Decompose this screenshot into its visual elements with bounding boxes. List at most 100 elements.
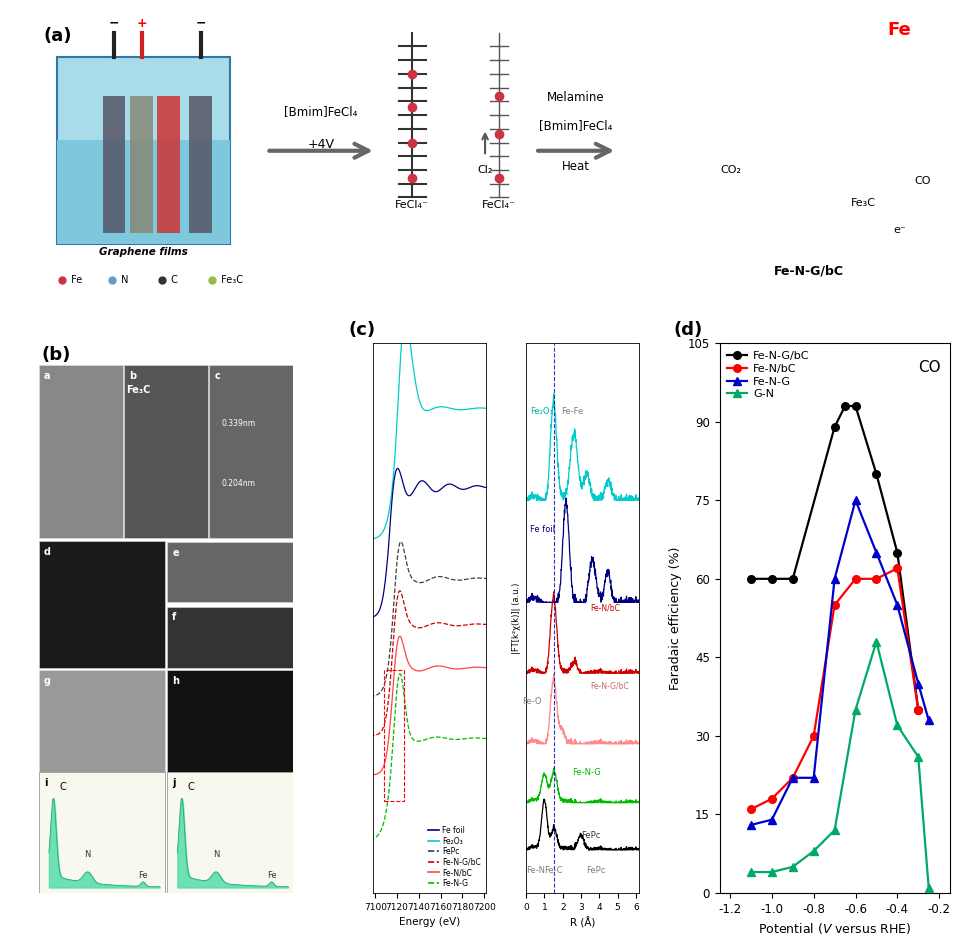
Text: f: f	[172, 612, 176, 622]
Fe-N-G	[387, 750, 398, 761]
G-N	[850, 704, 861, 715]
X-axis label: Potential ($V$ versus RHE): Potential ($V$ versus RHE)	[758, 921, 912, 936]
Text: [Bmim]FeCl₄: [Bmim]FeCl₄	[540, 118, 612, 132]
Fe-N-G	[913, 678, 924, 689]
Text: FeCl₄⁻: FeCl₄⁻	[482, 200, 516, 211]
Fe-N-G	[870, 547, 882, 558]
Text: Fe₂O₃: Fe₂O₃	[530, 407, 552, 415]
Line: G-N: G-N	[747, 638, 932, 891]
Text: Fe: Fe	[888, 22, 912, 39]
Text: +4V: +4V	[307, 138, 334, 151]
Text: a: a	[44, 370, 50, 381]
Fe foil	[421, 478, 432, 490]
G-N	[870, 636, 882, 648]
X-axis label: R (Å): R (Å)	[570, 917, 596, 929]
Text: c: c	[214, 370, 220, 381]
Text: FeCl₄⁻: FeCl₄⁻	[395, 200, 429, 211]
Fe-N/bC	[458, 663, 470, 674]
Line: Fe-N/bC: Fe-N/bC	[370, 636, 495, 775]
Bar	[157, 96, 180, 233]
Line: Fe-N/bC: Fe-N/bC	[747, 565, 922, 813]
Bar	[39, 772, 165, 893]
Text: CO: CO	[918, 360, 941, 375]
Text: CO₂: CO₂	[721, 164, 741, 175]
Text: Melamine: Melamine	[547, 91, 605, 104]
Line: Fe foil: Fe foil	[370, 468, 495, 618]
Fe-N-G	[396, 676, 408, 687]
Text: Fe: Fe	[139, 871, 148, 881]
Fe foil	[364, 612, 376, 623]
G-N	[891, 720, 903, 731]
G-N	[808, 845, 820, 856]
Fe foil	[489, 482, 501, 494]
Fe-N-G/bC	[913, 704, 924, 715]
Text: Cl₂: Cl₂	[478, 164, 493, 175]
Line: Fe-N-G/bC: Fe-N-G/bC	[747, 402, 922, 713]
Text: +: +	[137, 17, 147, 30]
Text: Fe₃C: Fe₃C	[126, 384, 150, 395]
Text: N: N	[118, 275, 129, 285]
Text: Fe₃C: Fe₃C	[851, 197, 876, 208]
Text: CO: CO	[914, 176, 930, 186]
Fe-N-G	[438, 732, 450, 744]
Fe foil	[387, 494, 398, 506]
Text: i: i	[44, 777, 47, 788]
Line: Fe-N-G: Fe-N-G	[370, 674, 495, 839]
FePc	[448, 574, 459, 586]
Text: −: −	[196, 17, 206, 30]
Text: C: C	[188, 782, 194, 792]
G-N	[766, 867, 778, 878]
Text: Fe-N-G/bC: Fe-N-G/bC	[590, 682, 629, 691]
Text: Fe-N-G/bC: Fe-N-G/bC	[773, 264, 843, 277]
Text: N: N	[84, 850, 91, 859]
Bar	[189, 96, 212, 233]
Text: g: g	[44, 676, 50, 686]
Bar	[39, 670, 165, 772]
Fe foil	[458, 484, 470, 495]
Text: [Bmim]FeCl₄: [Bmim]FeCl₄	[285, 105, 358, 118]
Bar	[39, 365, 123, 539]
Text: Fe-N: Fe-N	[526, 867, 545, 875]
Text: FePc: FePc	[581, 831, 601, 840]
Fe-N/bC	[891, 563, 903, 574]
Fe-N-G	[745, 820, 757, 831]
Y-axis label: |FT[k²χ(k)]| (a.u.): |FT[k²χ(k)]| (a.u.)	[512, 583, 520, 654]
Fe-N/bC	[850, 573, 861, 585]
Fe-N/bC	[489, 663, 501, 674]
Text: (a): (a)	[44, 27, 72, 45]
Fe-N-G/bC	[787, 573, 798, 585]
Fe₂O₃	[396, 331, 408, 342]
FePc	[395, 536, 407, 547]
Fe foil	[448, 479, 459, 491]
Fe-N-G	[850, 494, 861, 506]
Fe-N-G	[891, 600, 903, 611]
FePc	[364, 691, 376, 702]
Fe-N-G	[394, 668, 406, 680]
Text: Fe foil: Fe foil	[530, 525, 555, 534]
Fe-N-G/bC	[394, 585, 406, 596]
FePc	[438, 572, 450, 583]
Text: 0.204nm: 0.204nm	[222, 479, 256, 489]
Fe-N-G	[766, 814, 778, 825]
Text: Fe-O: Fe-O	[522, 697, 542, 707]
Fe-N/bC	[828, 600, 840, 611]
Bar	[168, 670, 293, 772]
Fe₂O₃	[438, 401, 450, 413]
Text: j: j	[172, 777, 175, 788]
Fe-N-G/bC	[448, 620, 459, 632]
Fe-N-G/bC	[891, 547, 903, 558]
Text: FePc: FePc	[586, 867, 606, 875]
Text: Fe: Fe	[68, 275, 82, 285]
Fe-N-G/bC	[850, 400, 861, 412]
Fe-N-G/bC	[421, 620, 432, 632]
Line: Fe-N-G: Fe-N-G	[747, 496, 932, 829]
Text: Fe₃C: Fe₃C	[218, 275, 243, 285]
Fe foil	[391, 462, 403, 474]
Fe-N-G/bC	[438, 618, 450, 629]
Text: Heat: Heat	[562, 160, 590, 173]
Fe-N/bC	[766, 793, 778, 805]
Text: b: b	[129, 370, 137, 381]
Bar	[168, 607, 293, 667]
G-N	[913, 751, 924, 762]
Fe-N/bC	[364, 770, 376, 781]
